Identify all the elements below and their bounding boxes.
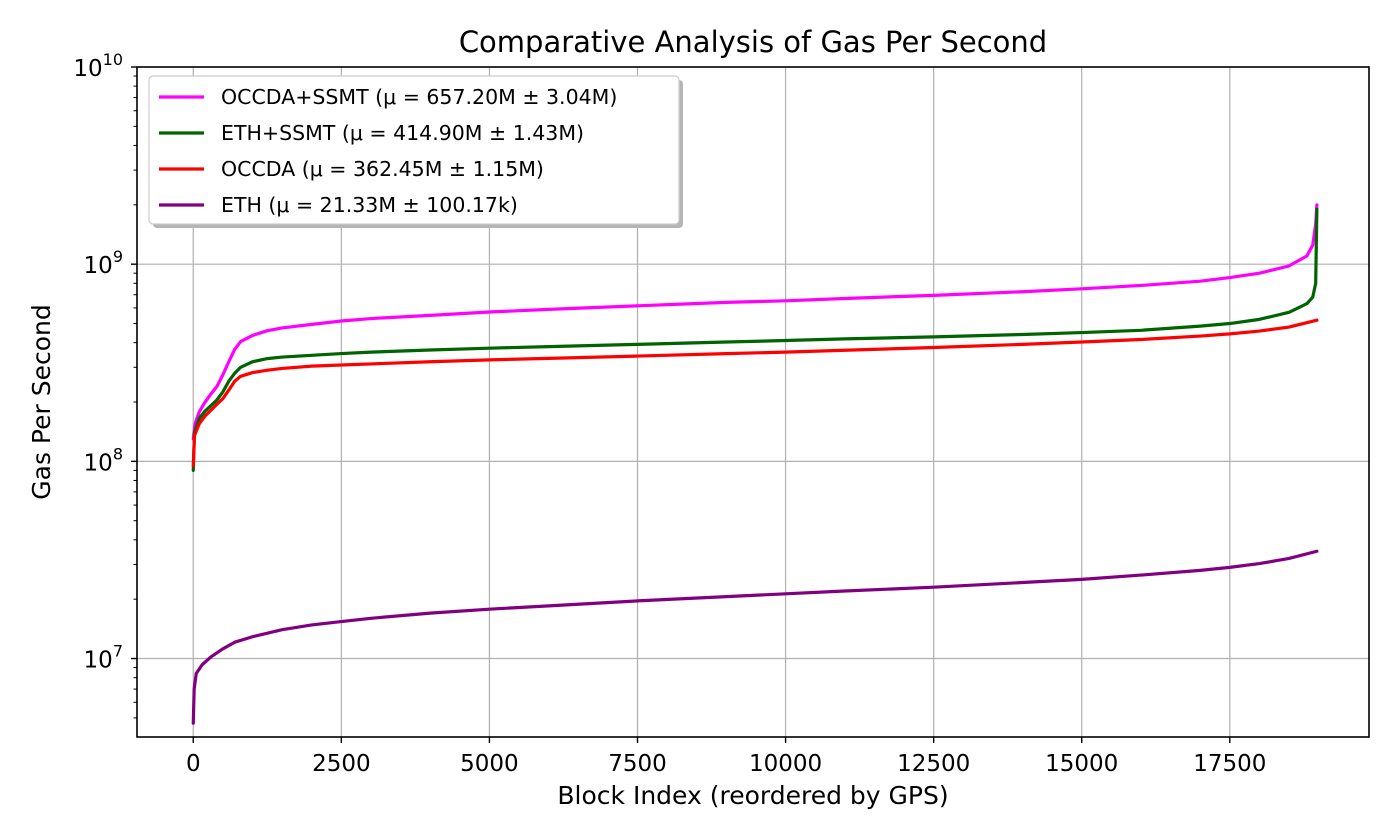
x-tick-label: 0 [186, 751, 201, 777]
y-tick-base: 10 [84, 253, 113, 279]
x-tick-label: 17500 [1193, 751, 1266, 777]
series-layer [191, 203, 1319, 725]
chart-title: Comparative Analysis of Gas Per Second [459, 25, 1047, 59]
y-tick-label: 107 [84, 642, 123, 674]
x-axis-title: Block Index (reordered by GPS) [557, 781, 948, 810]
x-tick-label: 5000 [460, 751, 519, 777]
y-tick-label: 108 [84, 444, 123, 476]
ticks-layer: 0 2500 5000 7500 10000 12500 15000 175001071081… [73, 50, 1266, 777]
y-tick-label: 1010 [73, 50, 123, 82]
series-line-2 [191, 318, 1319, 468]
x-tick-label: 12500 [897, 751, 970, 777]
y-tick-exponent: 10 [103, 50, 123, 69]
y-tick-base: 10 [84, 648, 113, 674]
series-line-3 [191, 549, 1319, 725]
legend-entry-0: OCCDA+SSMT (μ = 657.20M ± 3.04M) [221, 85, 617, 109]
series-line-0 [191, 203, 1319, 441]
y-tick-base: 10 [73, 56, 102, 82]
legend-entry-1: ETH+SSMT (μ = 414.90M ± 1.43M) [221, 121, 584, 145]
legend: OCCDA+SSMT (μ = 657.20M ± 3.04M) ETH+SSMT… [148, 75, 683, 228]
y-tick-base: 10 [84, 450, 113, 476]
y-tick-exponent: 9 [113, 247, 123, 266]
legend-box [148, 75, 680, 225]
x-tick-label: 10000 [749, 751, 822, 777]
y-axis-title: Gas Per Second [27, 304, 56, 499]
x-tick-label: 2500 [312, 751, 371, 777]
legend-entry-2: OCCDA (μ = 362.45M ± 1.15M) [221, 157, 544, 181]
legend-entry-3: ETH (μ = 21.33M ± 100.17k) [221, 193, 518, 217]
series-line-1 [191, 207, 1319, 472]
y-tick-label: 109 [84, 247, 123, 279]
y-tick-exponent: 8 [113, 444, 123, 463]
x-tick-label: 7500 [608, 751, 667, 777]
x-tick-label: 15000 [1045, 751, 1118, 777]
y-tick-exponent: 7 [113, 642, 123, 661]
